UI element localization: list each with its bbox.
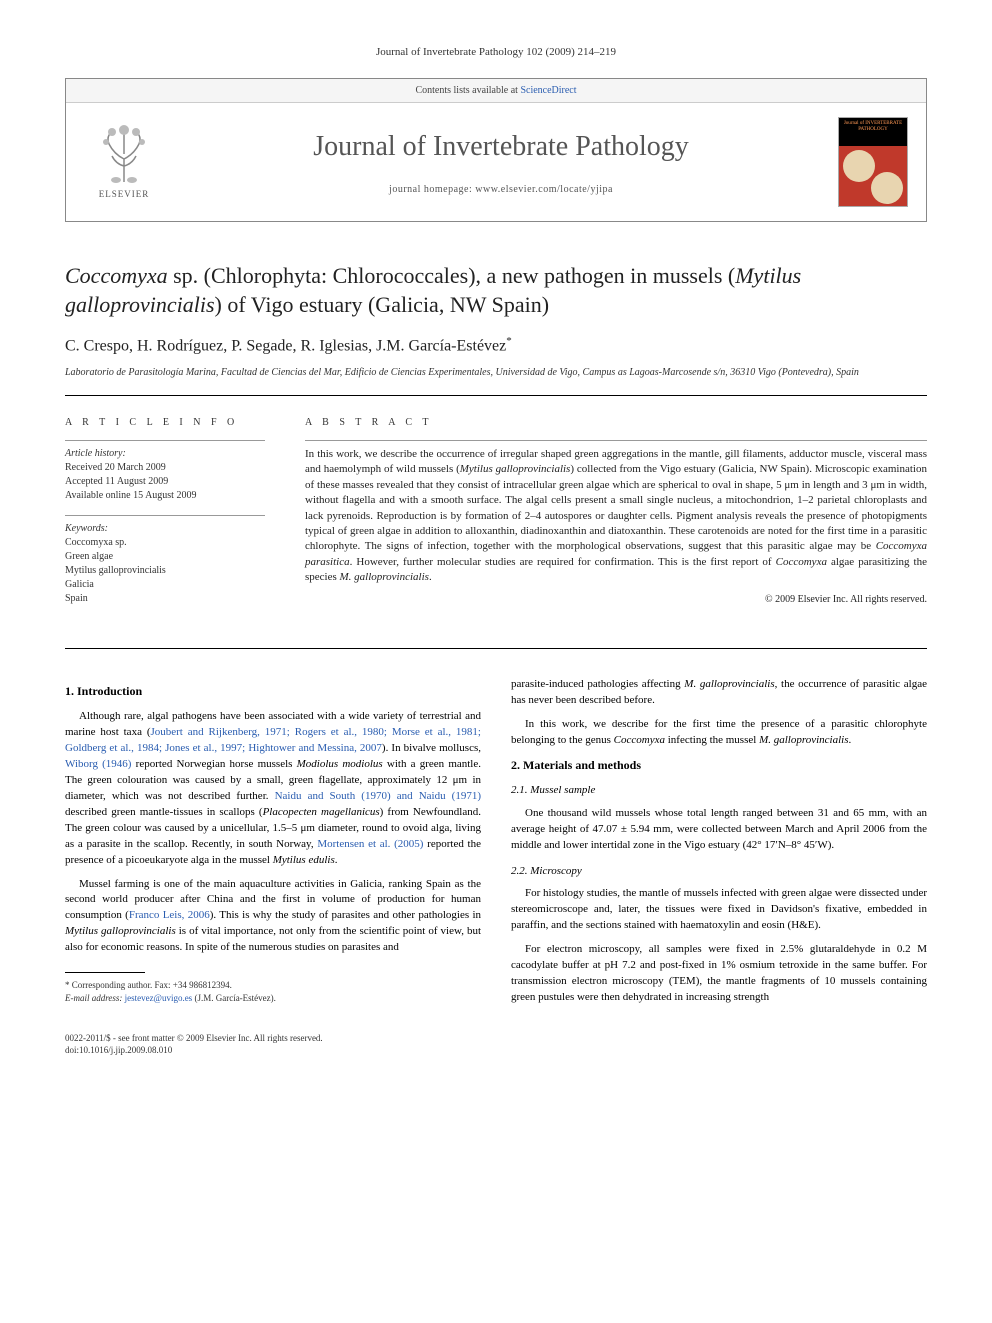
author-list: C. Crespo, H. Rodríguez, P. Segade, R. I… bbox=[65, 334, 927, 357]
abstract-copyright: © 2009 Elsevier Inc. All rights reserved… bbox=[305, 593, 927, 607]
intro-para-2-cont: parasite-induced pathologies affecting M… bbox=[511, 677, 927, 709]
intro-para-2: Mussel farming is one of the main aquacu… bbox=[65, 877, 481, 957]
abstract: A B S T R A C T In this work, we describ… bbox=[305, 416, 927, 618]
corresponding-mark: * bbox=[506, 335, 512, 347]
footnote-separator bbox=[65, 972, 145, 973]
journal-cover-thumbnail: Journal of INVERTEBRATE PATHOLOGY bbox=[838, 117, 908, 207]
contents-link-bar: Contents lists available at ScienceDirec… bbox=[66, 79, 926, 104]
article-title: Coccomyxa sp. (Chlorophyta: Chlorococcal… bbox=[65, 262, 927, 319]
article-info-sidebar: A R T I C L E I N F O Article history: R… bbox=[65, 416, 265, 618]
journal-homepage: journal homepage: www.elsevier.com/locat… bbox=[164, 183, 838, 197]
rule bbox=[65, 648, 927, 649]
running-header: Journal of Invertebrate Pathology 102 (2… bbox=[65, 45, 927, 60]
front-matter-notice: 0022-2011/$ - see front matter © 2009 El… bbox=[65, 1032, 323, 1044]
article-history: Article history: Received 20 March 2009 … bbox=[65, 440, 265, 503]
contents-label: Contents lists available at bbox=[415, 85, 520, 96]
body-column-right: parasite-induced pathologies affecting M… bbox=[511, 677, 927, 1014]
affiliation: Laboratorio de Parasitología Marina, Fac… bbox=[65, 366, 927, 379]
abstract-text: In this work, we describe the occurrence… bbox=[305, 440, 927, 608]
section-2-2-heading: 2.2. Microscopy bbox=[511, 864, 927, 879]
doi: doi:10.1016/j.jip.2009.08.010 bbox=[65, 1044, 323, 1056]
intro-para-1: Although rare, algal pathogens have been… bbox=[65, 709, 481, 868]
email-link[interactable]: jestevez@uvigo.es bbox=[125, 993, 193, 1003]
body-column-left: 1. Introduction Although rare, algal pat… bbox=[65, 677, 481, 1014]
methods-sample-para: One thousand wild mussels whose total le… bbox=[511, 806, 927, 854]
section-1-heading: 1. Introduction bbox=[65, 683, 481, 699]
methods-microscopy-para-1: For histology studies, the mantle of mus… bbox=[511, 886, 927, 934]
rule bbox=[65, 395, 927, 396]
elsevier-wordmark: ELSEVIER bbox=[99, 188, 150, 200]
section-2-heading: 2. Materials and methods bbox=[511, 757, 927, 773]
article-info-heading: A R T I C L E I N F O bbox=[65, 416, 265, 430]
cover-title: Journal of INVERTEBRATE PATHOLOGY bbox=[839, 118, 907, 146]
keywords: Keywords: Coccomyxa sp. Green algae Myti… bbox=[65, 515, 265, 606]
journal-name: Journal of Invertebrate Pathology bbox=[164, 128, 838, 166]
abstract-heading: A B S T R A C T bbox=[305, 416, 927, 430]
intro-para-3: In this work, we describe for the first … bbox=[511, 717, 927, 749]
methods-microscopy-para-2: For electron microscopy, all samples wer… bbox=[511, 942, 927, 1006]
corresponding-author-footnote: * Corresponding author. Fax: +34 9868123… bbox=[65, 979, 481, 1004]
sciencedirect-link[interactable]: ScienceDirect bbox=[520, 85, 576, 96]
journal-masthead: Contents lists available at ScienceDirec… bbox=[65, 78, 927, 223]
section-2-1-heading: 2.1. Mussel sample bbox=[511, 783, 927, 798]
elsevier-logo: ELSEVIER bbox=[84, 117, 164, 207]
elsevier-tree-icon bbox=[94, 124, 154, 186]
page-footer: 0022-2011/$ - see front matter © 2009 El… bbox=[65, 1032, 927, 1056]
